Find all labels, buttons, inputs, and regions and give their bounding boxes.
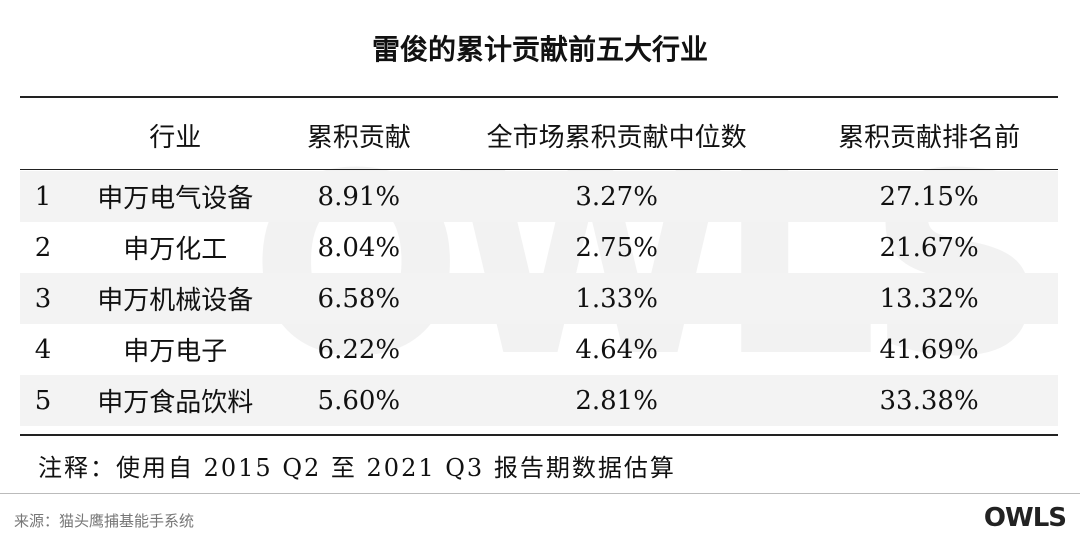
table-body: 1 申万电气设备 8.91% 3.27% 27.15% 2 申万化工 8.04% 2.75% 21… <box>20 171 1058 426</box>
title: 雷俊的累计贡献前五大行业 <box>371 33 708 66</box>
watermark-text: 猫头鹰基金研究院 <box>250 382 746 428</box>
table-cell: 2.75% <box>575 232 658 263</box>
divider <box>0 493 1080 494</box>
table-cell: 1.33% <box>575 283 658 314</box>
table-cell: 4 <box>34 334 52 365</box>
table-cell: 27.15% <box>879 181 979 212</box>
table-cell: 33.38% <box>879 385 979 416</box>
table-cell: 6.58% <box>317 283 401 314</box>
table-cell: 41.69% <box>879 334 979 365</box>
column-header: 累积贡献排名前 <box>838 122 1021 153</box>
header-row: 行业 累积贡献 全市场累积贡献中位数 累积贡献排名前 <box>20 99 1058 171</box>
table-cell: 8.04% <box>317 232 401 263</box>
table-cell: 8.91% <box>317 181 401 212</box>
logo: OWLS <box>983 503 1067 533</box>
bottom-rule <box>20 434 1058 436</box>
table-cell: 申万电气设备 <box>97 184 254 214</box>
table-cell: 3 <box>34 283 52 314</box>
table-cell: 申万化工 <box>123 235 228 265</box>
table-cell: 申万电子 <box>123 337 228 367</box>
table-row: 5 申万食品饮料 5.60% 2.81% 33.38% <box>20 375 1058 426</box>
table-cell: 申万食品饮料 <box>97 388 254 418</box>
watermark-logo: OWLS <box>250 120 1048 411</box>
column-header <box>20 99 66 171</box>
column-header: 行业 <box>149 122 202 153</box>
column-header: 累积贡献 <box>306 122 411 153</box>
table-cell: 13.32% <box>879 283 979 314</box>
table-cell: 5.60% <box>317 385 401 416</box>
table-cell: 2.81% <box>575 385 658 416</box>
table-row: 2 申万化工 8.04% 2.75% 21.67% <box>20 222 1058 273</box>
data-table: 行业 累积贡献 全市场累积贡献中位数 累积贡献排名前 1 申万电气设备 8.91% 3.27… <box>20 99 1058 426</box>
table-row: 3 申万机械设备 6.58% 1.33% 13.32% <box>20 273 1058 324</box>
table-cell: 6.22% <box>317 334 401 365</box>
table-cell: 4.64% <box>575 334 658 365</box>
note: 注释：使用自 2015 Q2 至 2021 Q3 报告期数据估算 <box>38 454 676 482</box>
table-cell: 5 <box>34 385 52 416</box>
table-cell: 21.67% <box>879 232 979 263</box>
table-row: 4 申万电子 6.22% 4.64% 41.69% <box>20 324 1058 375</box>
table-cell: 申万机械设备 <box>97 286 254 316</box>
table-cell: 1 <box>34 181 52 212</box>
source: 来源：猫头鹰捕基能手系统 <box>14 512 195 530</box>
table-row: 1 申万电气设备 8.91% 3.27% 27.15% <box>20 171 1058 222</box>
column-header: 全市场累积贡献中位数 <box>486 122 747 153</box>
top-rule <box>20 96 1058 98</box>
table-cell: 2 <box>34 232 52 263</box>
header-rule <box>20 169 1058 170</box>
table-cell: 3.27% <box>575 181 658 212</box>
